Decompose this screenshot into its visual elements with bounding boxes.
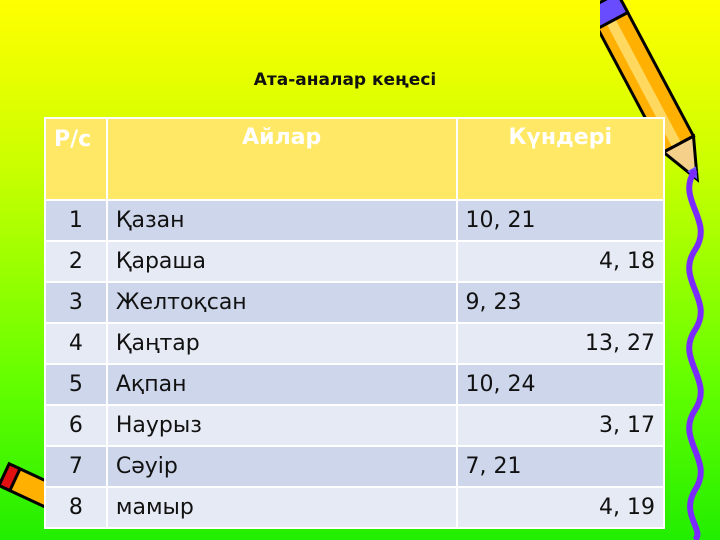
pencil-icon [600, 0, 700, 183]
table-row: 7 Сәуір 7, 21 [44, 445, 666, 488]
row-number: 1 [44, 199, 108, 242]
row-month: Желтоқсан [105, 281, 458, 324]
header-number: Р/с [44, 117, 108, 201]
row-days: 13, 27 [455, 322, 666, 365]
row-number: 6 [44, 404, 108, 447]
row-month: мамыр [105, 486, 458, 529]
page-title: Ата-аналар кеңесі [253, 70, 437, 90]
table-row: 3 Желтоқсан 9, 23 [44, 281, 666, 324]
row-number: 2 [44, 240, 108, 283]
table-row: 8 мамыр 4, 19 [44, 486, 666, 529]
row-days: 7, 21 [455, 445, 666, 488]
row-month: Қаңтар [105, 322, 458, 365]
table-row: 6 Наурыз 3, 17 [44, 404, 666, 447]
table-row: 1 Қазан 10, 21 [44, 199, 666, 242]
row-days: 3, 17 [455, 404, 666, 447]
table-header-row: Р/с Айлар Күндері [44, 117, 666, 201]
row-number: 8 [44, 486, 108, 529]
squiggle-line-icon [686, 170, 704, 540]
row-month: Наурыз [105, 404, 458, 447]
header-days: Күндері [455, 117, 666, 201]
table-row: 4 Қаңтар 13, 27 [44, 322, 666, 365]
row-days: 4, 19 [455, 486, 666, 529]
schedule-table: Р/с Айлар Күндері 1 Қазан 10, 21 2 Қараша 4, … [44, 117, 666, 529]
row-month: Сәуір [105, 445, 458, 488]
row-number: 7 [44, 445, 108, 488]
row-month: Қараша [105, 240, 458, 283]
row-number: 5 [44, 363, 108, 406]
row-month: Қазан [105, 199, 458, 242]
row-number: 3 [44, 281, 108, 324]
header-months: Айлар [105, 117, 458, 201]
row-days: 4, 18 [455, 240, 666, 283]
row-days: 10, 21 [455, 199, 666, 242]
row-month: Ақпан [105, 363, 458, 406]
row-days: 10, 24 [455, 363, 666, 406]
table-row: 2 Қараша 4, 18 [44, 240, 666, 283]
row-days: 9, 23 [455, 281, 666, 324]
table-row: 5 Ақпан 10, 24 [44, 363, 666, 406]
row-number: 4 [44, 322, 108, 365]
